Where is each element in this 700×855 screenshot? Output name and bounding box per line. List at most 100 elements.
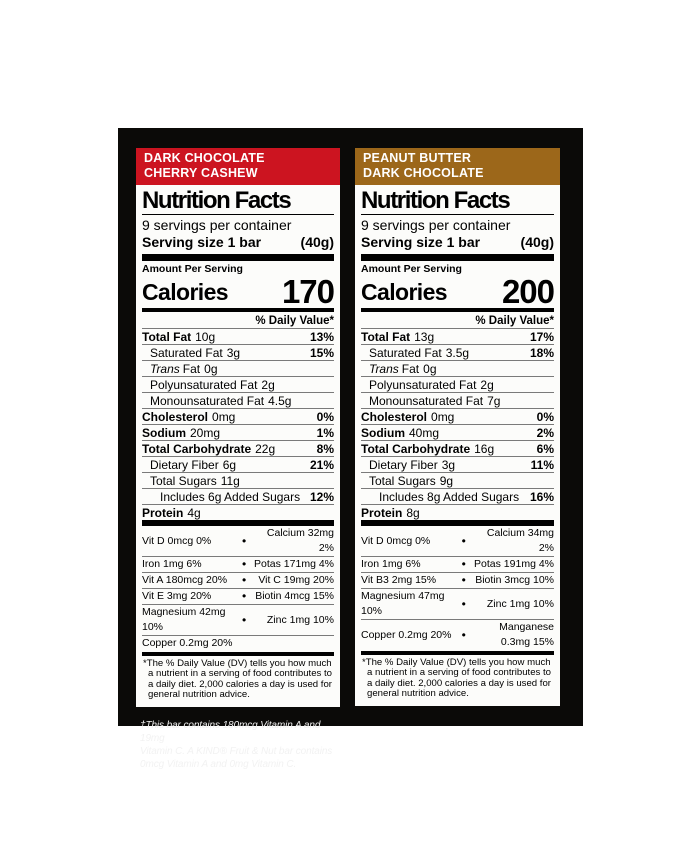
daily-value-percent: 18%: [529, 345, 554, 360]
nutrient-row: Polyunsaturated Fat 2g: [142, 376, 334, 392]
bullet-separator: •: [461, 596, 466, 611]
vitamin-left-entry: Iron 1mg 6%: [142, 558, 202, 570]
right-label-column: PEANUT BUTTER DARK CHOCOLATE Nutrition F…: [355, 148, 560, 707]
medium-divider: [361, 651, 554, 655]
nutrient-row: Includes 6g Added Sugars 12%: [142, 488, 334, 504]
nutrient-row: Total Fat 10g 13%: [142, 328, 334, 344]
thick-divider: [142, 520, 334, 526]
daily-value-footnote: *The % Daily Value (DV) tells you how mu…: [143, 658, 332, 700]
vitamin-left-entry: Vit D 0mcg 0%: [361, 534, 431, 547]
vitamin-left-entry: Vit E 3mg 20%: [142, 590, 212, 602]
nutrient-row: Saturated Fat 3.5g 18%: [361, 344, 554, 360]
bullet-separator: •: [242, 533, 247, 548]
nutrient-name: Includes 6g Added Sugars: [160, 489, 301, 504]
nutrient-name: Total Carbohydrate 22g: [142, 441, 276, 456]
calories-label: Calories: [142, 279, 229, 305]
nutrition-label-right: PEANUT BUTTER DARK CHOCOLATE Nutrition F…: [355, 148, 560, 707]
vitamin-left-entry: Magnesium 42mg 10%: [142, 606, 226, 633]
vitamin-row: Iron 1mg 6% • Potas 191mg 4%: [361, 556, 554, 572]
vitamin-table: Vit D 0mcg 0% • Calcium 34mg 2% Iron 1mg 6%…: [361, 526, 554, 650]
nutrient-row: Total Carbohydrate 22g 8%: [142, 440, 334, 456]
nutrient-row: Sodium 20mg 1%: [142, 424, 334, 440]
nutrient-name: Cholesterol 0mg: [142, 409, 236, 424]
nutrient-name: Monounsaturated Fat 7g: [369, 393, 501, 408]
serving-size-row: Serving size 1 bar (40g): [361, 234, 554, 251]
daily-value-header: % Daily Value*: [475, 315, 554, 327]
nutrient-row: Total Carbohydrate 16g 6%: [361, 440, 554, 456]
daily-value-percent: 8%: [316, 441, 334, 456]
label-body: Nutrition Facts 9 servings per container…: [355, 185, 560, 706]
nutrient-name: Saturated Fat 3.5g: [369, 345, 470, 360]
nutrient-name: Includes 8g Added Sugars: [379, 489, 520, 504]
nutrient-row: Monounsaturated Fat 7g: [361, 392, 554, 408]
calories-row: Calories 170: [142, 273, 335, 310]
nutrient-name: Total Sugars 11g: [150, 473, 240, 488]
vitamin-row: Vit A 180mcg 20% • Vit C 19mg 20%: [142, 572, 334, 588]
nutrient-row: Trans Fat 0g: [361, 360, 554, 376]
nutrient-row: Protein 4g: [142, 504, 334, 520]
nutrient-row: Sodium 40mg 2%: [361, 424, 554, 440]
vitamin-left-entry: Magnesium 47mg 10%: [361, 590, 445, 617]
calories-label: Calories: [361, 279, 448, 305]
nutrient-row: Monounsaturated Fat 4.5g: [142, 392, 334, 408]
nutrient-name: Total Fat 13g: [361, 329, 435, 344]
nutrient-name: Protein 4g: [142, 505, 201, 520]
daily-value-percent: 0%: [316, 409, 334, 424]
medium-divider: [142, 308, 334, 312]
vitamin-row: Iron 1mg 6% • Potas 171mg 4%: [142, 556, 334, 572]
bullet-separator: •: [461, 557, 466, 571]
vitamin-left-entry: Iron 1mg 6%: [361, 558, 421, 570]
amount-per-serving: Amount Per Serving: [361, 263, 462, 275]
package-back-panel: DARK CHOCOLATE CHERRY CASHEW Nutrition F…: [118, 128, 583, 770]
vitamin-row: Copper 0.2mg 20%: [142, 635, 334, 651]
nutrient-row: Cholesterol 0mg 0%: [361, 408, 554, 424]
vitamin-row: Copper 0.2mg 20% • Manganese 0.3mg 15%: [361, 619, 554, 650]
vitamin-right-entry: Zinc 1mg 10%: [486, 597, 554, 610]
vitamin-dagger-note: †This bar contains 180mcg Vitamin A and …: [140, 720, 333, 771]
nutrient-name: Total Sugars 9g: [369, 473, 454, 488]
vitamin-row: Vit E 3mg 20% • Biotin 4mcg 15%: [142, 588, 334, 604]
nutrient-name: Dietary Fiber 3g: [369, 457, 456, 472]
nutrient-table: Total Fat 13g 17% Saturated Fat 3.5g 18% Trans…: [361, 328, 554, 520]
nutrient-name: Protein 8g: [361, 505, 420, 520]
vitamin-right-entry: Manganese 0.3mg 15%: [499, 621, 554, 648]
label-body: Nutrition Facts 9 servings per container…: [136, 185, 340, 707]
vitamin-right-entry: Calcium 32mg 2%: [266, 527, 334, 554]
servings-per-container: 9 servings per container: [361, 217, 511, 233]
vitamin-row: Magnesium 42mg 10% • Zinc 1mg 10%: [142, 604, 334, 635]
vitamin-right-entry: Vit C 19mg 20%: [258, 574, 334, 586]
daily-value-percent: 17%: [529, 329, 554, 344]
calories-value: 200: [501, 273, 555, 310]
nutrient-row: Trans Fat 0g: [142, 360, 334, 376]
nutrient-name: Total Fat 10g: [142, 329, 216, 344]
nutrient-name: Cholesterol 0mg: [361, 409, 455, 424]
daily-value-footnote: *The % Daily Value (DV) tells you how mu…: [362, 657, 551, 699]
nutrient-row: Polyunsaturated Fat 2g: [361, 376, 554, 392]
bullet-separator: •: [242, 573, 247, 587]
daily-value-percent: 11%: [530, 457, 554, 472]
left-label-column: DARK CHOCOLATE CHERRY CASHEW Nutrition F…: [136, 148, 340, 771]
flavor-header: DARK CHOCOLATE CHERRY CASHEW: [136, 148, 340, 185]
vitamin-right-entry: Biotin 4mcg 15%: [255, 590, 334, 602]
nutrient-table: Total Fat 10g 13% Saturated Fat 3g 15% Trans Fa…: [142, 328, 334, 520]
vitamin-right-entry: Potas 171mg 4%: [254, 558, 334, 570]
vitamin-row: Magnesium 47mg 10% • Zinc 1mg 10%: [361, 588, 554, 619]
vitamin-left-entry: Copper 0.2mg 20%: [142, 637, 233, 649]
calories-value: 170: [281, 273, 335, 310]
daily-value-percent: 1%: [316, 425, 334, 440]
bullet-separator: •: [242, 612, 247, 627]
nutrition-facts-title: Nutrition Facts: [361, 187, 554, 215]
bullet-separator: •: [461, 533, 466, 548]
daily-value-percent: 15%: [309, 345, 334, 360]
vitamin-left-entry: Vit B3 2mg 15%: [361, 574, 437, 586]
nutrient-name: Trans Fat 0g: [150, 361, 218, 376]
nutrient-row: Dietary Fiber 6g 21%: [142, 456, 334, 472]
nutrient-name: Monounsaturated Fat 4.5g: [150, 393, 292, 408]
serving-size-label: Serving size 1 bar: [142, 234, 262, 250]
nutrition-label-left: DARK CHOCOLATE CHERRY CASHEW Nutrition F…: [136, 148, 340, 708]
nutrient-row: Total Sugars 9g: [361, 472, 554, 488]
nutrient-name: Total Carbohydrate 16g: [361, 441, 495, 456]
nutrient-row: Protein 8g: [361, 504, 554, 520]
nutrition-facts-title: Nutrition Facts: [142, 187, 334, 215]
